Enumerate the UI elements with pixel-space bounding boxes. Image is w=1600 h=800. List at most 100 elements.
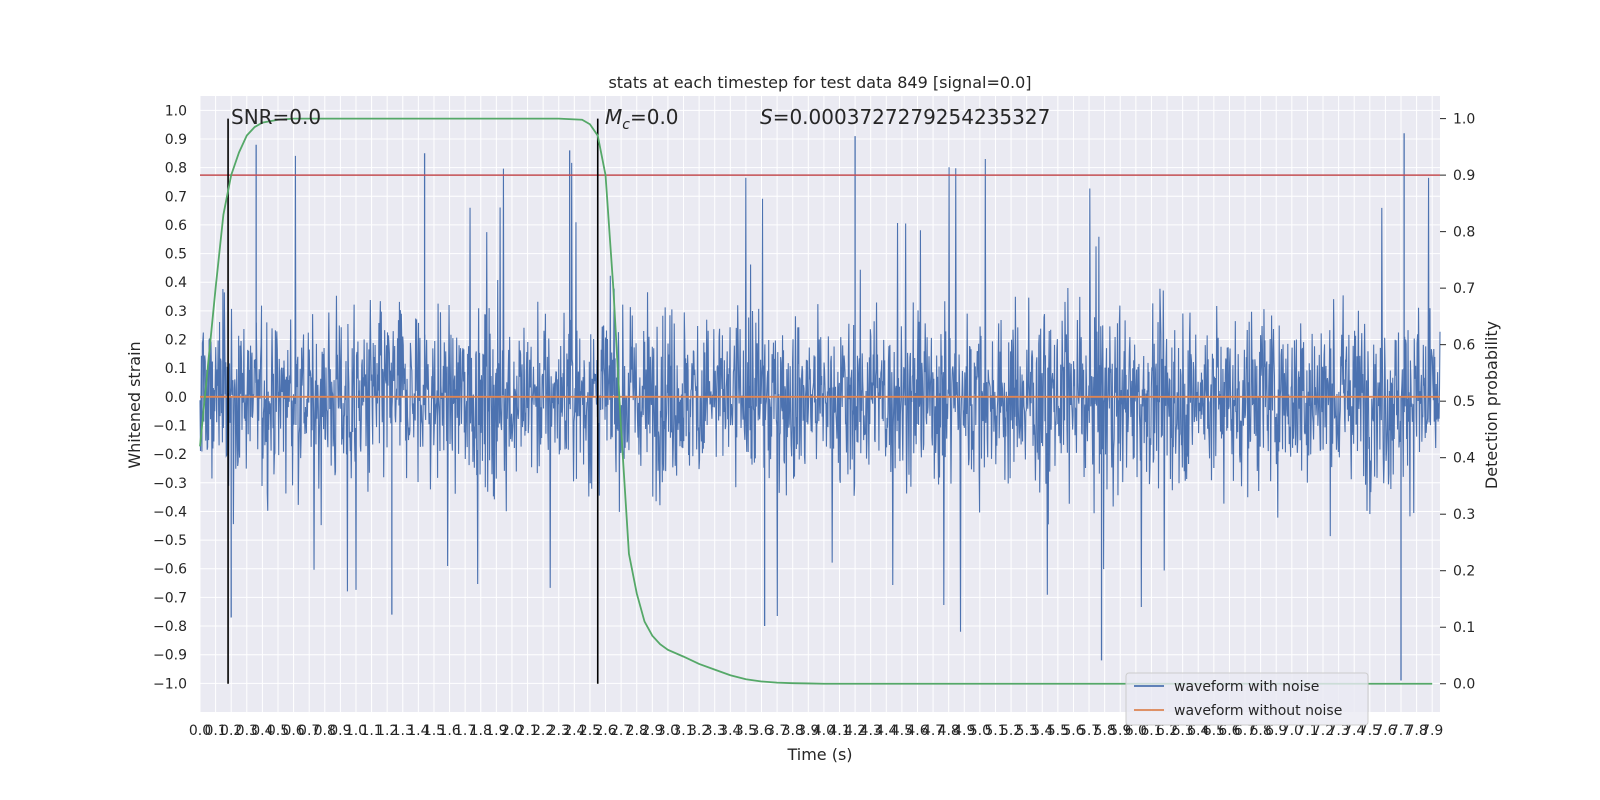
x-tick-label: 7.2 <box>1312 723 1334 739</box>
x-tick-label: 0.1 <box>204 723 226 739</box>
x-tick-label: 1.9 <box>485 723 507 739</box>
x-tick-label: 1.1 <box>360 723 382 739</box>
reference-lines <box>200 118 1440 684</box>
x-tick-label: 2.6 <box>594 723 616 739</box>
x-tick-label: 2.3 <box>548 723 570 739</box>
x-tick-label: 5.6 <box>1062 723 1084 739</box>
x-tick-label: 2.4 <box>563 723 585 739</box>
x-tick-label: 3.3 <box>704 723 726 739</box>
x-tick-label: 0.7 <box>298 723 320 739</box>
x-tick-label: 3.0 <box>657 723 679 739</box>
right-y-tick-label: 0.0 <box>1453 677 1475 693</box>
right-y-tick-label: 0.9 <box>1453 168 1475 184</box>
x-tick-label: 1.7 <box>454 723 476 739</box>
left-y-tick-label: 0.5 <box>165 247 187 263</box>
right-y-tick-label: 0.3 <box>1453 507 1475 523</box>
x-tick-label: 7.3 <box>1327 723 1349 739</box>
right-y-tick-label: 0.8 <box>1453 225 1475 241</box>
x-tick-label: 1.6 <box>438 723 460 739</box>
x-tick-label: 2.9 <box>641 723 663 739</box>
x-tick-label: 6.6 <box>1218 723 1240 739</box>
left-y-tick-label: 0.8 <box>165 161 187 177</box>
left-y-tick-label: −0.4 <box>153 504 187 520</box>
detection-probability-series <box>199 117 1433 685</box>
left-y-tick-label: 0.3 <box>165 304 187 320</box>
x-tick-label: 0.5 <box>267 723 289 739</box>
x-tick-label: 5.9 <box>1109 723 1131 739</box>
x-tick-label: 4.9 <box>953 723 975 739</box>
right-y-tick-label: 0.4 <box>1453 451 1475 467</box>
x-tick-label: 5.8 <box>1094 723 1116 739</box>
x-tick-label: 4.0 <box>813 723 835 739</box>
x-tick-label: 4.7 <box>922 723 944 739</box>
significance-annotation: S=0.0003727279254235327 <box>760 105 1050 129</box>
x-tick-label: 7.1 <box>1296 723 1318 739</box>
x-tick-label: 3.6 <box>750 723 772 739</box>
left-y-tick-label: −0.2 <box>153 447 187 463</box>
left-y-tick-labels: 1.0 0.9 0.8 0.7 0.6 0.5 0.4 0.3 0.2 0.1 0.0 −0.1 −0.… <box>153 103 187 692</box>
x-tick-label: 1.5 <box>423 723 445 739</box>
x-tick-label: 6.9 <box>1265 723 1287 739</box>
legend-box <box>1125 672 1369 726</box>
x-tick-label: 2.0 <box>501 723 523 739</box>
x-tick-label: 5.2 <box>1000 723 1022 739</box>
x-tick-label: 4.3 <box>860 723 882 739</box>
x-tick-label: 4.8 <box>938 723 960 739</box>
x-axis-label: Time (s) <box>786 745 852 764</box>
right-y-tick-label: 0.2 <box>1453 564 1475 580</box>
x-tick-label: 4.1 <box>828 723 850 739</box>
x-tick-label: 7.8 <box>1405 723 1427 739</box>
left-y-tick-label: −0.3 <box>153 476 187 492</box>
x-tick-label: 1.8 <box>470 723 492 739</box>
x-tick-label: 7.6 <box>1374 723 1396 739</box>
waveform-with-noise-line <box>199 155 1441 632</box>
x-tick-label: 3.4 <box>719 723 741 739</box>
x-tick-label: 1.0 <box>345 723 367 739</box>
x-tick-label: 6.3 <box>1172 723 1194 739</box>
left-y-tick-label: −1.0 <box>153 676 187 692</box>
legend-label-clean: waveform without noise <box>1174 703 1342 719</box>
left-y-tick-label: 0.9 <box>165 132 187 148</box>
left-y-tick-label: 1.0 <box>165 103 187 119</box>
x-tick-label: 2.8 <box>626 723 648 739</box>
right-y-tick-labels: 1.0 0.9 0.8 0.7 0.6 0.5 0.4 0.3 0.2 0.1 0.0 <box>1440 112 1475 693</box>
x-tick-label: 0.4 <box>251 723 273 739</box>
x-tick-label: 6.8 <box>1249 723 1271 739</box>
x-tick-label: 4.4 <box>875 723 897 739</box>
x-tick-label: 6.0 <box>1125 723 1147 739</box>
x-tick-label: 1.2 <box>376 723 398 739</box>
left-y-tick-label: −0.5 <box>153 533 187 549</box>
left-y-tick-label: 0.6 <box>165 218 187 234</box>
y-axis-label: Whitened strain <box>125 341 144 468</box>
left-y-tick-label: −0.6 <box>153 562 187 578</box>
x-tick-label: 0.0 <box>189 723 211 739</box>
x-tick-label: 6.4 <box>1187 723 1209 739</box>
snr-annotation: SNR=0.0 <box>231 105 321 129</box>
x-tick-label: 5.5 <box>1047 723 1069 739</box>
left-y-tick-label: −0.1 <box>153 418 187 434</box>
left-y-tick-label: −0.7 <box>153 590 187 606</box>
x-tick-label: 1.3 <box>392 723 414 739</box>
x-tick-label: 1.4 <box>407 723 429 739</box>
x-tick-label: 2.5 <box>579 723 601 739</box>
x-tick-label: 3.5 <box>735 723 757 739</box>
legend-label-noise: waveform with noise <box>1174 679 1319 695</box>
x-tick-label: 5.4 <box>1031 723 1053 739</box>
x-tick-label: 5.3 <box>1016 723 1038 739</box>
x-tick-label: 6.5 <box>1203 723 1225 739</box>
x-tick-label: 3.9 <box>797 723 819 739</box>
left-y-tick-label: 0.4 <box>165 275 187 291</box>
x-tick-label: 2.2 <box>532 723 554 739</box>
x-tick-label: 5.7 <box>1078 723 1100 739</box>
x-tick-label: 0.8 <box>314 723 336 739</box>
x-tick-label: 7.0 <box>1281 723 1303 739</box>
x-tick-label: 3.8 <box>782 723 804 739</box>
x-tick-label: 3.7 <box>766 723 788 739</box>
left-y-tick-label: 0.7 <box>165 189 187 205</box>
x-tick-label: 7.9 <box>1421 723 1443 739</box>
x-tick-label: 5.0 <box>969 723 991 739</box>
x-tick-label: 0.9 <box>329 723 351 739</box>
x-tick-label: 0.2 <box>220 723 242 739</box>
left-y-tick-label: −0.8 <box>153 619 187 635</box>
